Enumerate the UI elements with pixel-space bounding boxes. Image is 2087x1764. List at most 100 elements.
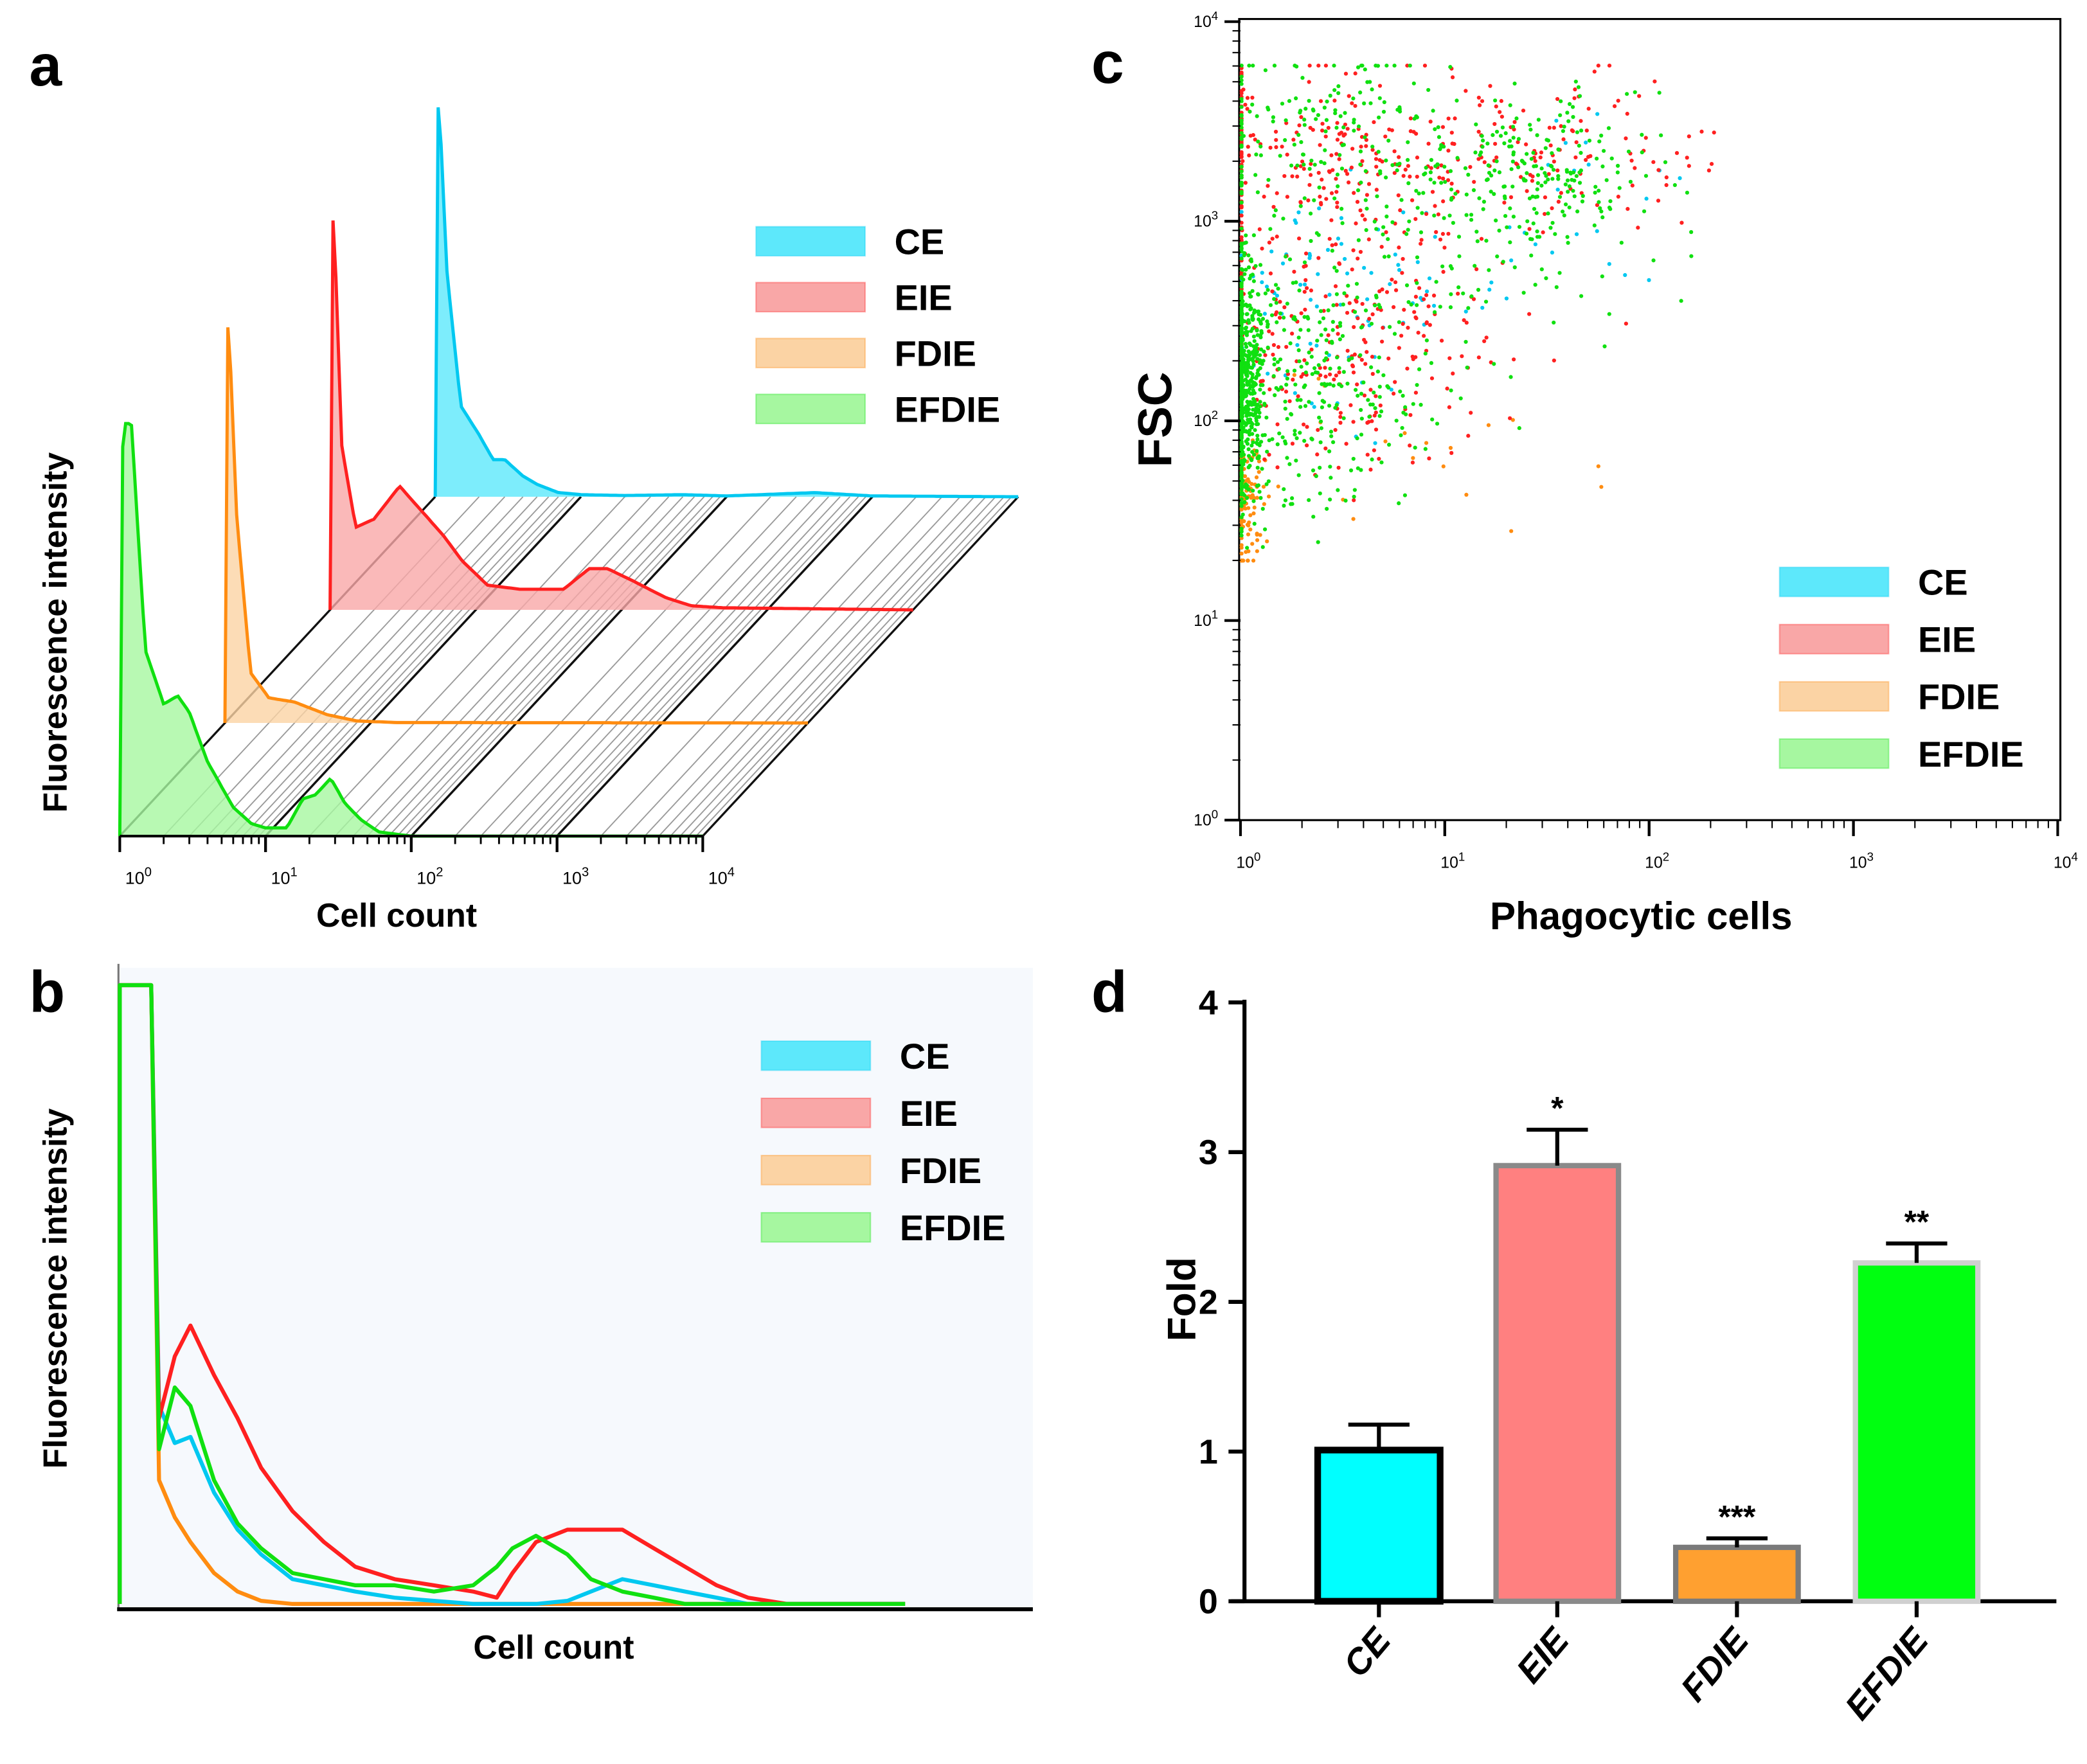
scatter-point	[1624, 321, 1628, 326]
scatter-point	[1290, 174, 1294, 179]
scatter-point	[1299, 364, 1303, 369]
scatter-point	[1485, 141, 1490, 146]
scatter-point	[1350, 364, 1356, 369]
scatter-point	[1284, 118, 1288, 123]
scatter-point	[1352, 494, 1356, 499]
scatter-point	[1509, 258, 1514, 263]
panel-a-x-axis: 100 101 102 103 104	[118, 834, 735, 888]
scatter-point	[1507, 416, 1512, 420]
scatter-point	[1492, 362, 1496, 366]
scatter-point	[1374, 427, 1379, 432]
scatter-point	[1464, 492, 1469, 497]
scatter-point	[1323, 129, 1328, 134]
scatter-point	[1255, 532, 1259, 537]
scatter-point	[1581, 193, 1585, 199]
scatter-point	[1574, 174, 1579, 179]
scatter-point	[1528, 172, 1532, 177]
scatter-point	[1406, 227, 1410, 232]
scatter-point	[1321, 186, 1326, 190]
y-tick-label: 101	[1194, 608, 1218, 630]
scatter-point	[1375, 64, 1380, 68]
scatter-point	[1502, 141, 1507, 146]
scatter-point	[1553, 232, 1557, 236]
scatter-point	[1557, 195, 1563, 199]
scatter-point	[1262, 527, 1267, 531]
scatter-point	[1508, 103, 1512, 107]
scatter-point	[1509, 375, 1513, 379]
scatter-point	[1368, 388, 1373, 392]
scatter-point	[1248, 303, 1252, 308]
scatter-point	[1260, 317, 1266, 321]
significance-marker: **	[1904, 1204, 1930, 1240]
scatter-point	[1423, 171, 1428, 175]
scatter-point	[1351, 517, 1356, 521]
scatter-point	[1339, 130, 1344, 135]
scatter-point	[1320, 398, 1325, 403]
scatter-point	[1341, 143, 1346, 147]
panel-b-legend-swatch-eie	[760, 1097, 872, 1128]
scatter-point	[1248, 411, 1252, 416]
scatter-point	[1254, 475, 1259, 479]
scatter-point	[1335, 138, 1340, 142]
scatter-point	[1365, 193, 1370, 197]
scatter-point	[1255, 309, 1260, 314]
scatter-point	[1527, 196, 1532, 200]
bar-group-ce: CE	[1314, 1422, 1444, 1684]
scatter-point	[1241, 87, 1246, 92]
scatter-point	[1501, 184, 1506, 189]
scatter-point	[1533, 283, 1537, 287]
scatter-point	[1266, 107, 1271, 112]
scatter-point	[1276, 287, 1280, 291]
scatter-point	[1381, 373, 1386, 378]
scatter-point	[1434, 230, 1438, 235]
scatter-point	[1446, 178, 1451, 183]
scatter-point	[1432, 310, 1437, 314]
scatter-point	[1239, 431, 1244, 435]
scatter-point	[1366, 237, 1371, 242]
scatter-point	[1255, 538, 1260, 542]
scatter-point	[1336, 465, 1341, 470]
panel-b-legend-swatch-fdie	[760, 1155, 872, 1186]
scatter-point	[1242, 500, 1247, 504]
panel-label-c: c	[1091, 31, 1124, 96]
scatter-point	[1548, 143, 1553, 148]
scatter-point	[1441, 176, 1446, 181]
scatter-point	[1355, 382, 1359, 387]
scatter-point	[1388, 325, 1392, 329]
scatter-point	[1325, 247, 1330, 252]
scatter-point	[1250, 422, 1255, 427]
scatter-point	[1597, 200, 1601, 204]
scatter-point	[1239, 213, 1244, 218]
scatter-point	[1260, 433, 1265, 438]
scatter-point	[1575, 209, 1580, 214]
scatter-point	[1456, 291, 1460, 296]
scatter-point	[1378, 169, 1383, 174]
scatter-point	[1390, 220, 1395, 224]
scatter-point	[1256, 292, 1260, 297]
panel-c-legend-swatch-eie	[1778, 623, 1890, 655]
scatter-point	[1383, 134, 1388, 139]
scatter-point	[1528, 127, 1533, 132]
scatter-point	[1556, 174, 1561, 179]
scatter-point	[1257, 490, 1262, 494]
scatter-point	[1289, 163, 1294, 168]
scatter-point	[1437, 135, 1442, 139]
scatter-point	[1329, 153, 1334, 157]
scatter-point	[1287, 99, 1292, 103]
panel-d-bars: CE * EIE *** FDIE ** EFDIE	[1314, 1090, 1981, 1727]
scatter-point	[1372, 219, 1377, 224]
scatter-point	[1329, 434, 1334, 438]
scatter-point	[1550, 177, 1555, 181]
scatter-point	[1244, 413, 1249, 418]
scatter-point	[1525, 152, 1529, 156]
scatter-point	[1246, 145, 1250, 149]
panel-b-legend-item-fdie: FDIE	[760, 1150, 981, 1191]
scatter-point	[1253, 263, 1258, 269]
panel-c-legend-item-fdie: FDIE	[1778, 677, 2000, 717]
scatter-point	[1593, 184, 1598, 189]
scatter-point	[1274, 138, 1278, 142]
scatter-point	[1239, 155, 1244, 159]
scatter-point	[1607, 262, 1611, 266]
scatter-point	[1298, 398, 1303, 402]
plane-minor-line	[600, 496, 917, 837]
